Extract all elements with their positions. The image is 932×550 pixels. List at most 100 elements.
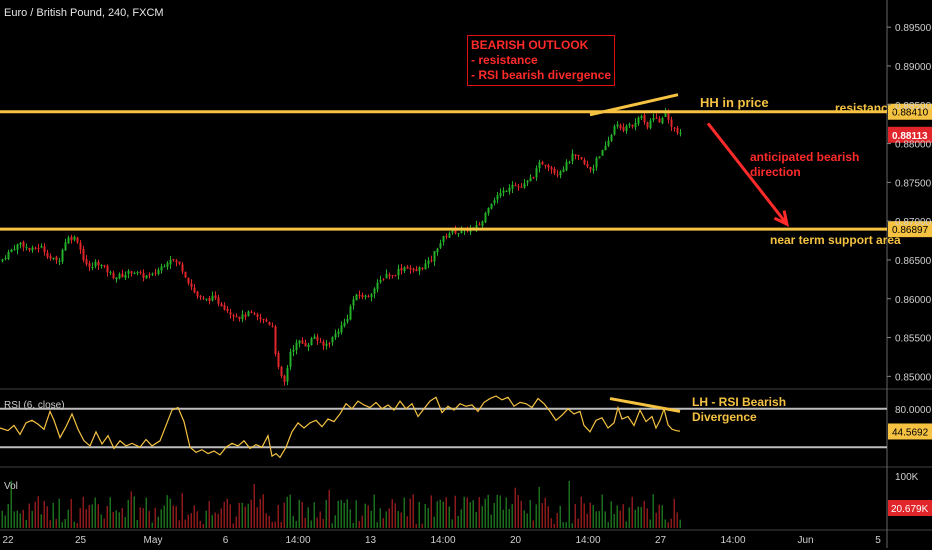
volume-bar xyxy=(97,504,99,528)
candle-body xyxy=(316,336,319,341)
candle xyxy=(346,314,349,324)
level-badge-label: 0.86897 xyxy=(892,225,929,236)
volume-bar xyxy=(454,495,456,528)
candle xyxy=(112,270,115,280)
candle-body xyxy=(370,294,373,298)
volume-bar xyxy=(547,506,549,528)
volume-bar xyxy=(403,497,405,528)
candle-body xyxy=(244,314,247,317)
candle xyxy=(211,291,214,302)
candle-body xyxy=(256,314,259,317)
axes: 0.85000 0.85500 0.86000 0.86500 0.87000 0.875… xyxy=(2,23,931,546)
candle xyxy=(127,269,130,279)
candle xyxy=(373,287,376,299)
candle-body xyxy=(328,343,331,345)
volume-bar xyxy=(169,498,171,528)
candle xyxy=(616,121,619,129)
volume-bar xyxy=(484,498,486,528)
candle-body xyxy=(415,269,418,272)
volume-bar xyxy=(544,497,546,528)
candle-body xyxy=(364,295,367,298)
candle xyxy=(652,113,655,123)
candle xyxy=(85,255,88,267)
candle-body xyxy=(277,352,280,368)
candle-body xyxy=(229,312,232,315)
volume-bar xyxy=(112,511,114,528)
volume-bar xyxy=(58,498,60,528)
candle xyxy=(139,270,142,275)
candle xyxy=(46,249,49,260)
volume-bar xyxy=(67,509,69,528)
price-tick-label: 0.87000 xyxy=(895,217,932,228)
volume-bar xyxy=(34,501,36,528)
candle xyxy=(457,233,460,238)
last-price-badge xyxy=(888,126,932,143)
drawings xyxy=(589,93,790,413)
candle-body xyxy=(637,117,640,124)
volume-bar xyxy=(145,497,147,528)
volume-bar xyxy=(79,508,81,528)
candle xyxy=(610,133,613,142)
candle-body xyxy=(103,265,106,267)
candle xyxy=(544,164,547,169)
volume-bar xyxy=(265,513,267,528)
time-tick-label: 25 xyxy=(75,535,87,546)
candle xyxy=(136,270,139,276)
candle-body xyxy=(622,127,625,131)
candle xyxy=(184,271,187,279)
candle xyxy=(253,311,256,316)
volume-bar xyxy=(25,519,27,528)
candle xyxy=(385,269,388,279)
price-tick-label: 0.86000 xyxy=(895,295,932,306)
candle xyxy=(499,188,502,199)
volume-bar xyxy=(151,522,153,528)
outlook-line: - RSI bearish divergence xyxy=(471,68,612,82)
volume-bar xyxy=(496,494,498,528)
volume-bar xyxy=(352,522,354,528)
candle-body xyxy=(517,186,520,188)
volume-bar xyxy=(259,498,261,528)
candle xyxy=(367,294,370,298)
volume-bar xyxy=(13,511,15,528)
candle xyxy=(658,115,661,123)
volume-bar xyxy=(406,516,408,528)
candle-body xyxy=(511,184,514,189)
volume-bar xyxy=(121,507,123,528)
candle xyxy=(238,316,241,322)
candle xyxy=(439,239,442,250)
volume-bar xyxy=(340,500,342,528)
volume-bar xyxy=(181,493,183,528)
candle xyxy=(628,122,631,129)
candle xyxy=(292,345,295,357)
volume-bar xyxy=(619,510,621,528)
volume-bar xyxy=(46,506,48,528)
candle-body xyxy=(313,336,316,339)
candle xyxy=(376,279,379,293)
volume-bar xyxy=(202,523,204,528)
candle-body xyxy=(190,283,193,288)
candle-body xyxy=(124,274,127,278)
volume-bar xyxy=(199,520,201,528)
volume-bar xyxy=(73,521,75,528)
candle-body xyxy=(181,264,184,272)
candle xyxy=(52,257,55,260)
candle xyxy=(397,264,400,280)
candle xyxy=(649,118,652,130)
candle xyxy=(655,113,658,120)
candle xyxy=(679,128,682,137)
candle-body xyxy=(325,343,328,346)
volume-bar xyxy=(418,501,420,528)
volume-bar xyxy=(118,512,120,528)
candle xyxy=(58,258,61,265)
volume-bar xyxy=(649,519,651,528)
candle xyxy=(160,263,163,274)
candle-body xyxy=(670,119,673,127)
volume-bar xyxy=(595,511,597,528)
candle xyxy=(352,296,355,310)
volume-bar xyxy=(235,516,237,528)
volume-bar xyxy=(268,515,270,528)
candle-body xyxy=(76,237,79,243)
volume-bar xyxy=(601,494,603,528)
candle-body xyxy=(310,338,313,346)
